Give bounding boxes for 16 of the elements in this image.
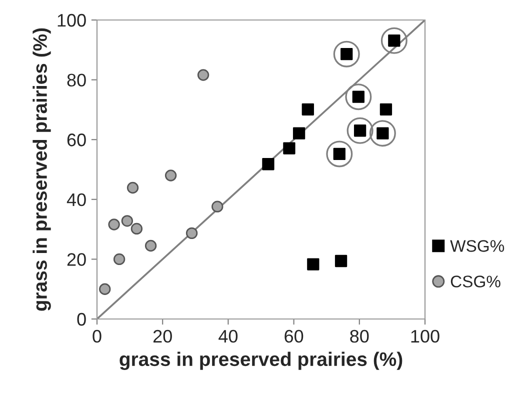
x-tick-label: 20 xyxy=(153,330,172,343)
y-tick-label: 0 xyxy=(77,312,86,326)
legend-label: CSG% xyxy=(450,276,500,288)
x-tick-label: 60 xyxy=(284,330,304,343)
y-tick-label: 60 xyxy=(67,134,86,146)
y-tick-label: 100 xyxy=(58,14,86,27)
y-axis-title: grass in preserved prairies (%) xyxy=(32,28,51,311)
y-tick-label: 40 xyxy=(66,193,86,206)
legend-label: WSG% xyxy=(450,240,504,252)
x-tick-label: 0 xyxy=(92,330,102,343)
x-tick-label: 100 xyxy=(411,330,440,343)
x-tick-label: 80 xyxy=(350,330,369,343)
y-tick-label: 80 xyxy=(67,74,86,87)
x-axis-title: grass in preserved prairies (%) xyxy=(120,352,402,370)
y-tick-label: 20 xyxy=(67,253,86,266)
x-tick-label: 40 xyxy=(218,330,238,343)
